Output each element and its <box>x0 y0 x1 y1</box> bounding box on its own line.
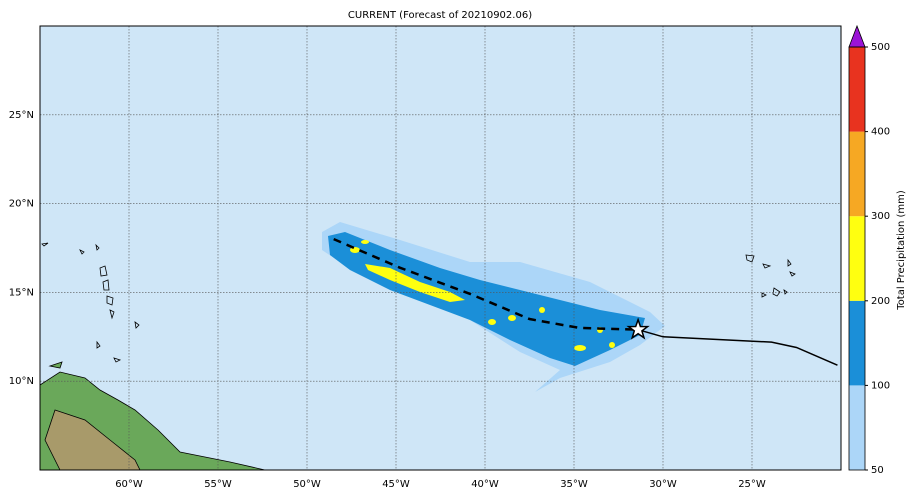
ocean <box>40 26 841 470</box>
x-tick-label: 50°W <box>293 479 321 490</box>
x-tick-label: 45°W <box>382 479 410 490</box>
y-tick-label: 25°N <box>9 110 34 121</box>
x-tick-label: 60°W <box>115 479 143 490</box>
x-tick-label: 55°W <box>204 479 232 490</box>
colorbar-segment <box>849 47 865 132</box>
colorbar-tick-label: 300 <box>871 211 890 222</box>
track-layer <box>333 237 838 366</box>
colorbar-tick-label: 200 <box>871 296 890 307</box>
map-frame <box>39 25 842 471</box>
colorbar-tick-label: 100 <box>871 380 890 391</box>
x-tick-label: 40°W <box>471 479 499 490</box>
colorbar-label: Total Precipitation (mm) <box>896 190 907 311</box>
colorbar-segment <box>849 131 865 217</box>
map-layers <box>40 26 841 470</box>
x-tick-label: 35°W <box>560 479 588 490</box>
colorbar-frame <box>848 46 866 471</box>
forecast-track <box>333 237 639 331</box>
colorbar-tick-label: 500 <box>871 42 890 53</box>
colorbar-tick-label: 50 <box>871 465 884 476</box>
x-tick-label: 30°W <box>649 479 677 490</box>
precip-medium <box>328 232 645 366</box>
colorbar-extend <box>848 24 866 48</box>
map-title: CURRENT (Forecast of 20210902.06) <box>348 10 532 21</box>
colorbar-segment <box>849 385 865 470</box>
colorbar: 50 100 200 300 400 500 <box>848 24 890 476</box>
x-tick-label: 25°W <box>738 479 766 490</box>
y-tick-label: 15°N <box>9 287 34 298</box>
y-tick-label: 20°N <box>9 199 34 210</box>
colorbar-segment <box>849 216 865 301</box>
storm-position <box>626 317 650 340</box>
past-track <box>637 328 838 366</box>
colorbar-tick-label: 400 <box>871 127 890 138</box>
colorbar-segment <box>849 300 865 386</box>
y-tick-label: 10°N <box>9 376 34 387</box>
graticule <box>40 26 841 470</box>
land <box>40 242 796 470</box>
